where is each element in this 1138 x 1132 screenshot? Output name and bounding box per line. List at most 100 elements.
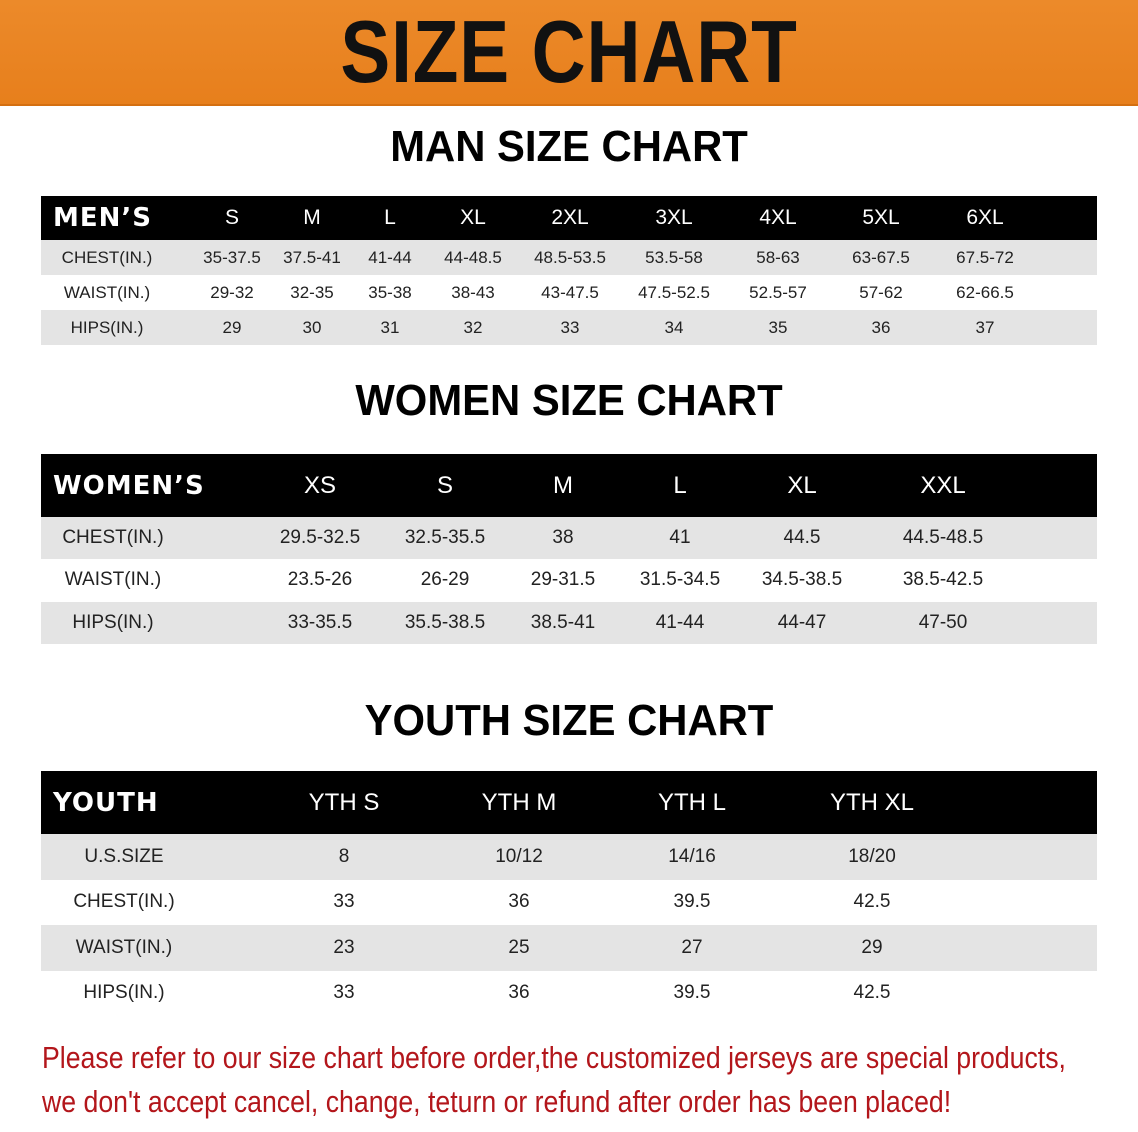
measurement-cell: 38.5-41 <box>530 611 596 633</box>
measurement-cell: 47-50 <box>918 611 968 633</box>
size-column-header: 5XL <box>862 206 900 229</box>
measurement-cell: 32-35 <box>290 282 334 302</box>
measurement-cell: 34 <box>664 317 684 337</box>
measurement-cell: 29-31.5 <box>530 569 596 591</box>
measurement-cell: 35-38 <box>368 282 412 302</box>
measurement-cell: 36 <box>508 891 530 913</box>
measurement-cell: 41-44 <box>368 247 412 267</box>
measurement-cell: 32 <box>463 317 483 337</box>
row-label: WAIST(IN.) <box>63 282 151 302</box>
youth-size-table: YOUTH YTH S YTH M YTH L YTH XL U.S.SIZE 8 10/12… <box>41 771 1097 1016</box>
size-column-header: L <box>673 471 687 499</box>
measurement-cell: 57-62 <box>859 282 903 302</box>
measurement-cell: 44.5 <box>783 527 821 549</box>
measurement-cell: 14/16 <box>668 845 716 867</box>
measurement-cell: 35.5-38.5 <box>404 611 486 633</box>
youth-header-row: YOUTH YTH S YTH M YTH L YTH XL <box>41 771 1097 834</box>
size-column-header: S <box>436 471 454 499</box>
row-label: WAIST(IN.) <box>64 569 162 591</box>
measurement-cell: 41-44 <box>655 611 705 633</box>
measurement-cell: 62-66.5 <box>956 282 1014 302</box>
measurement-cell: 41 <box>669 527 691 549</box>
notice-line-2: we don't accept cancel, change, teturn o… <box>42 1084 952 1119</box>
table-row: U.S.SIZE 8 10/12 14/16 18/20 <box>41 834 1097 880</box>
table-row: CHEST(IN.) 35-37.5 37.5-41 41-44 44-48.5 48.5… <box>41 240 1097 275</box>
measurement-cell: 29.5-32.5 <box>279 527 361 549</box>
measurement-cell: 39.5 <box>673 891 711 913</box>
table-row: HIPS(IN.) 33 36 39.5 42.5 <box>41 970 1097 1016</box>
size-chart-banner: SIZE CHART <box>0 0 1138 106</box>
size-column-header: XL <box>460 206 486 229</box>
measurement-cell: 58-63 <box>756 247 800 267</box>
row-label: HIPS(IN.) <box>83 982 165 1004</box>
measurement-cell: 42.5 <box>853 982 891 1004</box>
measurement-cell: 38 <box>552 527 574 549</box>
women-size-table: WOMEN’S XS S M L XL XXL CHEST(IN.) 29.5-32.5 32.5… <box>41 454 1097 644</box>
measurement-cell: 10/12 <box>495 845 543 867</box>
size-column-header: 6XL <box>966 206 1004 229</box>
women-header-row: WOMEN’S XS S M L XL XXL <box>41 454 1097 517</box>
size-column-header: YTH L <box>657 788 727 816</box>
measurement-cell: 36 <box>871 317 891 337</box>
measurement-cell: 37.5-41 <box>283 247 341 267</box>
measurement-cell: 29 <box>222 317 242 337</box>
measurement-cell: 34.5-38.5 <box>761 569 843 591</box>
measurement-cell: 36 <box>508 982 530 1004</box>
size-column-header: XS <box>303 471 337 499</box>
size-column-header: XXL <box>920 471 966 499</box>
measurement-cell: 29-32 <box>210 282 254 302</box>
measurement-cell: 32.5-35.5 <box>404 527 486 549</box>
size-column-header: XL <box>787 471 817 499</box>
measurement-cell: 63-67.5 <box>852 247 910 267</box>
youth-header-label: YOUTH <box>53 787 159 818</box>
measurement-cell: 33-35.5 <box>287 611 353 633</box>
measurement-cell: 38.5-42.5 <box>902 569 984 591</box>
measurement-cell: 25 <box>508 936 530 958</box>
row-label: HIPS(IN.) <box>72 611 154 633</box>
table-row: HIPS(IN.) 33-35.5 35.5-38.5 38.5-41 41-44 44-… <box>41 601 1097 644</box>
women-header-label: WOMEN’S <box>53 470 205 501</box>
size-column-header: L <box>384 206 396 229</box>
notice-line-1: Please refer to our size chart before or… <box>42 1040 1066 1075</box>
measurement-cell: 52.5-57 <box>749 282 807 302</box>
size-column-header: M <box>553 471 573 499</box>
measurement-cell: 37 <box>975 317 995 337</box>
row-label: CHEST(IN.) <box>62 527 164 549</box>
table-row: WAIST(IN.) 29-32 32-35 35-38 38-43 43-47.5 47.… <box>41 275 1097 310</box>
men-size-table: MEN’S S M L XL 2XL 3XL 4XL 5XL 6XL CHEST(IN.) 35-37… <box>41 196 1097 346</box>
table-row: CHEST(IN.) 33 36 39.5 42.5 <box>41 879 1097 925</box>
size-column-header: 4XL <box>759 206 797 229</box>
row-label: WAIST(IN.) <box>75 936 173 958</box>
row-label: HIPS(IN.) <box>70 317 144 337</box>
measurement-cell: 31.5-34.5 <box>639 569 721 591</box>
measurement-cell: 35-37.5 <box>203 247 261 267</box>
size-column-header: YTH XL <box>829 788 915 816</box>
size-column-header: YTH S <box>308 788 380 816</box>
measurement-cell: 27 <box>681 936 703 958</box>
size-column-header: S <box>224 206 240 229</box>
measurement-cell: 43-47.5 <box>541 282 599 302</box>
measurement-cell: 67.5-72 <box>956 247 1014 267</box>
table-row: CHEST(IN.) 29.5-32.5 32.5-35.5 38 41 44.5 44.5… <box>41 517 1097 560</box>
women-section-title: WOMEN SIZE CHART <box>355 376 783 425</box>
men-section-title: MAN SIZE CHART <box>390 122 748 171</box>
measurement-cell: 33 <box>560 317 580 337</box>
measurement-cell: 44.5-48.5 <box>902 527 984 549</box>
measurement-cell: 39.5 <box>673 982 711 1004</box>
measurement-cell: 53.5-58 <box>645 247 703 267</box>
measurement-cell: 29 <box>861 936 883 958</box>
youth-section-title: YOUTH SIZE CHART <box>364 696 774 745</box>
measurement-cell: 47.5-52.5 <box>638 282 710 302</box>
measurement-cell: 30 <box>302 317 322 337</box>
size-column-header: YTH M <box>481 788 557 816</box>
measurement-cell: 35 <box>768 317 788 337</box>
measurement-cell: 48.5-53.5 <box>534 247 606 267</box>
size-column-header: M <box>303 206 321 229</box>
measurement-cell: 38-43 <box>451 282 495 302</box>
men-header-label: MEN’S <box>53 203 152 233</box>
table-row: WAIST(IN.) 23.5-26 26-29 29-31.5 31.5-34.5 34… <box>41 559 1097 602</box>
row-label: CHEST(IN.) <box>73 891 175 913</box>
measurement-cell: 23 <box>333 936 355 958</box>
measurement-cell: 33 <box>333 891 355 913</box>
measurement-cell: 18/20 <box>848 845 896 867</box>
